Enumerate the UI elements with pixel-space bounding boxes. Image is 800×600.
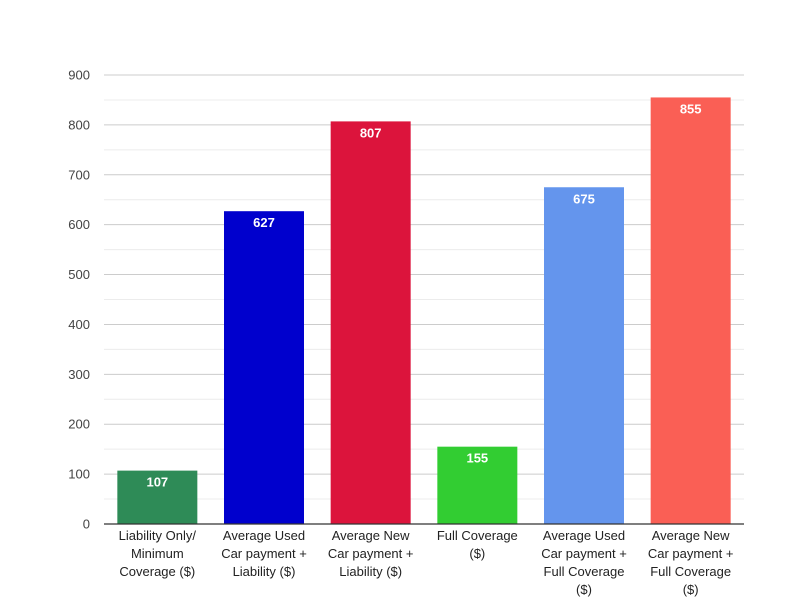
x-tick-label: Average Used Car payment + Liability ($) — [221, 528, 307, 579]
x-tick-label: Average Used Car payment + Full Coverage ($… — [541, 528, 627, 597]
y-tick-label: 300 — [68, 367, 90, 382]
x-tick-label-line: Coverage ($) — [119, 564, 195, 579]
x-tick-label-line: Full Coverage — [437, 528, 518, 543]
y-tick-label: 0 — [83, 517, 90, 532]
bar — [650, 97, 731, 524]
bar — [437, 446, 518, 524]
x-tick-label-line: Minimum — [131, 546, 184, 561]
x-tick-label-line: Full Coverage — [650, 564, 731, 579]
x-tick-label: Full Coverage ($) — [437, 528, 518, 561]
x-tick-label-line: ($) — [683, 582, 699, 597]
x-tick-label-line: Full Coverage — [544, 564, 625, 579]
x-tick-label-line: Car payment + — [541, 546, 627, 561]
data-label: 155 — [466, 451, 488, 466]
y-tick-label: 800 — [68, 117, 90, 132]
x-tick-label: Average New Car payment + Liability ($) — [328, 528, 414, 579]
x-tick-label-line: Average Used — [223, 528, 305, 543]
x-tick-label-line: ($) — [576, 582, 592, 597]
x-tick-label-line: Liability ($) — [233, 564, 296, 579]
x-tick-label-line: Car payment + — [221, 546, 307, 561]
x-tick-label-line: Average New — [652, 528, 730, 543]
y-tick-label: 100 — [68, 467, 90, 482]
y-tick-label: 600 — [68, 217, 90, 232]
x-tick-label: Liability Only/Minimum Coverage ($) — [119, 528, 197, 579]
y-tick-label: 700 — [68, 167, 90, 182]
x-tick-label-line: Liability ($) — [339, 564, 402, 579]
data-label: 855 — [680, 101, 702, 116]
data-label: 627 — [253, 215, 275, 230]
bar — [544, 187, 624, 524]
x-tick-label-line: Average New — [332, 528, 410, 543]
x-tick-label-line: Car payment + — [328, 546, 414, 561]
y-tick-label: 400 — [68, 317, 90, 332]
x-tick-label-line: Average Used — [543, 528, 625, 543]
bar — [224, 211, 304, 525]
x-tick-label-line: Liability Only/ — [119, 528, 197, 543]
y-tick-label: 200 — [68, 417, 90, 432]
data-label: 807 — [360, 125, 382, 140]
x-tick-label: Average New Car payment + Full Coverage ($) — [648, 528, 734, 597]
bar — [117, 470, 198, 524]
x-tick-label-line: Car payment + — [648, 546, 734, 561]
x-tick-label-line: ($) — [469, 546, 485, 561]
y-tick-label: 500 — [68, 267, 90, 282]
data-label: 675 — [573, 191, 595, 206]
bar — [330, 121, 411, 524]
data-label: 107 — [146, 475, 168, 490]
y-tick-label: 900 — [68, 68, 90, 83]
